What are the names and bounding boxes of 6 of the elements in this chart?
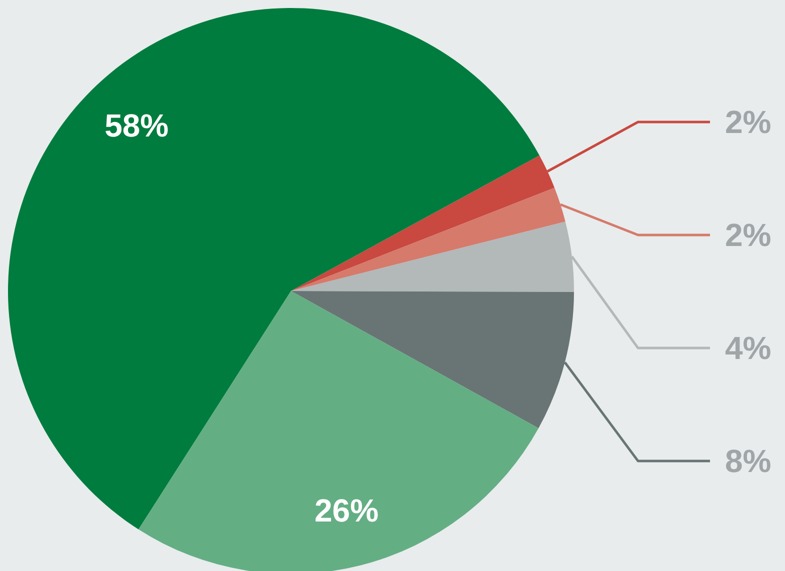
data-label: 8%	[725, 443, 772, 479]
data-label: 2%	[725, 217, 772, 253]
data-label: 2%	[725, 104, 772, 140]
data-label: 26%	[314, 492, 379, 528]
data-label: 4%	[725, 330, 772, 366]
data-label: 58%	[104, 107, 169, 144]
